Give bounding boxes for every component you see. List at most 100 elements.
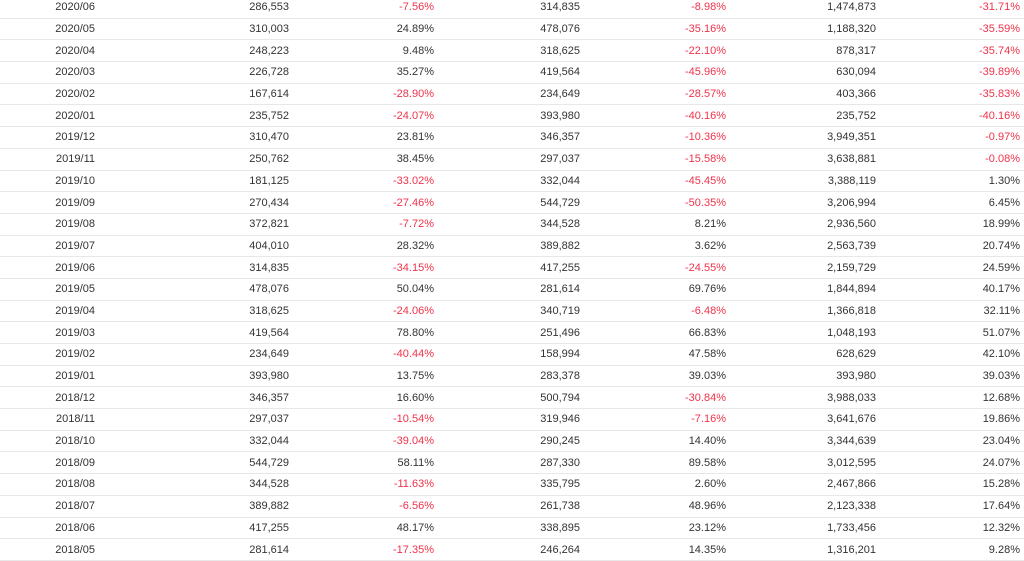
change-a-cell: -27.46% — [289, 191, 434, 214]
value-a-cell: 478,076 — [95, 278, 289, 301]
cumulative-change-cell: 6.45% — [876, 191, 1024, 214]
change-a-cell: 16.60% — [289, 386, 434, 410]
month-cell: 2020/02 — [0, 83, 95, 106]
change-b-cell: -10.36% — [580, 126, 726, 149]
table-row: 2019/01 393,980 13.75% 283,378 39.03% 393,980… — [0, 365, 1024, 388]
cumulative-cell: 2,936,560 — [726, 213, 876, 236]
table-row: 2018/10 332,044 -39.04% 290,245 14.40% 3,344,… — [0, 430, 1024, 453]
cumulative-change-cell: 9.28% — [876, 538, 1024, 561]
change-b-cell: 69.76% — [580, 278, 726, 301]
cumulative-cell: 1,366,818 — [726, 300, 876, 323]
month-cell: 2018/08 — [0, 473, 95, 496]
table-row: 2019/06 314,835 -34.15% 417,255 -24.55% 2,159… — [0, 256, 1024, 279]
month-cell: 2019/05 — [0, 278, 95, 301]
value-a-cell: 318,625 — [95, 300, 289, 323]
table-row: 2018/11 297,037 -10.54% 319,946 -7.16% 3,641,… — [0, 408, 1024, 431]
change-a-cell: -17.35% — [289, 538, 434, 561]
change-a-cell: -7.56% — [289, 0, 434, 19]
cumulative-change-cell: -35.74% — [876, 39, 1024, 63]
value-b-cell: 297,037 — [434, 148, 580, 171]
change-b-cell: -7.16% — [580, 408, 726, 431]
cumulative-change-cell: -40.16% — [876, 104, 1024, 128]
change-a-cell: -24.06% — [289, 300, 434, 323]
cumulative-cell: 628,629 — [726, 343, 876, 366]
cumulative-cell: 1,188,320 — [726, 18, 876, 41]
table-row: 2019/07 404,010 28.32% 389,882 3.62% 2,563,73… — [0, 235, 1024, 258]
cumulative-cell: 3,388,119 — [726, 170, 876, 193]
change-b-cell: -30.84% — [580, 386, 726, 410]
change-a-cell: 48.17% — [289, 517, 434, 540]
cumulative-change-cell: 12.32% — [876, 517, 1024, 540]
value-a-cell: 389,882 — [95, 495, 289, 518]
value-b-cell: 319,946 — [434, 408, 580, 431]
value-b-cell: 500,794 — [434, 386, 580, 410]
change-b-cell: -28.57% — [580, 83, 726, 106]
change-a-cell: 38.45% — [289, 148, 434, 171]
cumulative-change-cell: -31.71% — [876, 0, 1024, 19]
value-a-cell: 167,614 — [95, 83, 289, 106]
month-cell: 2019/11 — [0, 148, 95, 171]
change-a-cell: -7.72% — [289, 213, 434, 236]
value-a-cell: 404,010 — [95, 235, 289, 258]
value-b-cell: 478,076 — [434, 18, 580, 41]
table-row: 2020/02 167,614 -28.90% 234,649 -28.57% 403,3… — [0, 83, 1024, 106]
value-b-cell: 332,044 — [434, 170, 580, 193]
value-a-cell: 544,729 — [95, 451, 289, 475]
value-a-cell: 419,564 — [95, 321, 289, 344]
cumulative-change-cell: 15.28% — [876, 473, 1024, 496]
change-b-cell: -6.48% — [580, 300, 726, 323]
cumulative-cell: 1,048,193 — [726, 321, 876, 344]
value-b-cell: 261,738 — [434, 495, 580, 518]
change-b-cell: 47.58% — [580, 343, 726, 366]
table-row: 2018/07 389,882 -6.56% 261,738 48.96% 2,123,3… — [0, 495, 1024, 518]
value-b-cell: 389,882 — [434, 235, 580, 258]
value-b-cell: 314,835 — [434, 0, 580, 19]
month-cell: 2019/10 — [0, 170, 95, 193]
change-b-cell: 3.62% — [580, 235, 726, 258]
cumulative-change-cell: 1.30% — [876, 170, 1024, 193]
cumulative-change-cell: -35.83% — [876, 83, 1024, 106]
month-cell: 2019/06 — [0, 256, 95, 279]
cumulative-cell: 2,563,739 — [726, 235, 876, 258]
value-a-cell: 346,357 — [95, 386, 289, 410]
table-row: 2019/11 250,762 38.45% 297,037 -15.58% 3,638,… — [0, 148, 1024, 171]
change-a-cell: -10.54% — [289, 408, 434, 431]
change-b-cell: 14.35% — [580, 538, 726, 561]
cumulative-cell: 403,366 — [726, 83, 876, 106]
cumulative-change-cell: 18.99% — [876, 213, 1024, 236]
value-a-cell: 226,728 — [95, 61, 289, 84]
cumulative-change-cell: 24.59% — [876, 256, 1024, 279]
cumulative-cell: 2,159,729 — [726, 256, 876, 279]
value-b-cell: 417,255 — [434, 256, 580, 279]
value-a-cell: 297,037 — [95, 408, 289, 431]
value-a-cell: 417,255 — [95, 517, 289, 540]
cumulative-change-cell: 40.17% — [876, 278, 1024, 301]
value-a-cell: 235,752 — [95, 104, 289, 128]
month-cell: 2020/06 — [0, 0, 95, 19]
value-a-cell: 314,835 — [95, 256, 289, 279]
table-row: 2019/05 478,076 50.04% 281,614 69.76% 1,844,8… — [0, 278, 1024, 301]
month-cell: 2020/01 — [0, 104, 95, 128]
month-cell: 2020/03 — [0, 61, 95, 84]
month-cell: 2019/09 — [0, 191, 95, 214]
change-b-cell: -24.55% — [580, 256, 726, 279]
value-b-cell: 544,729 — [434, 191, 580, 214]
change-b-cell: -35.16% — [580, 18, 726, 41]
table-row: 2018/08 344,528 -11.63% 335,795 2.60% 2,467,8… — [0, 473, 1024, 496]
cumulative-change-cell: 32.11% — [876, 300, 1024, 323]
value-a-cell: 250,762 — [95, 148, 289, 171]
table-row: 2020/05 310,003 24.89% 478,076 -35.16% 1,188,… — [0, 18, 1024, 41]
cumulative-cell: 878,317 — [726, 39, 876, 63]
value-b-cell: 393,980 — [434, 104, 580, 128]
change-a-cell: 23.81% — [289, 126, 434, 149]
cumulative-cell: 1,316,201 — [726, 538, 876, 561]
value-a-cell: 234,649 — [95, 343, 289, 366]
change-b-cell: 8.21% — [580, 213, 726, 236]
cumulative-cell: 3,638,881 — [726, 148, 876, 171]
value-a-cell: 393,980 — [95, 365, 289, 388]
change-b-cell: -45.96% — [580, 61, 726, 84]
change-a-cell: 58.11% — [289, 451, 434, 475]
value-a-cell: 310,470 — [95, 126, 289, 149]
month-cell: 2019/02 — [0, 343, 95, 366]
value-a-cell: 248,223 — [95, 39, 289, 63]
